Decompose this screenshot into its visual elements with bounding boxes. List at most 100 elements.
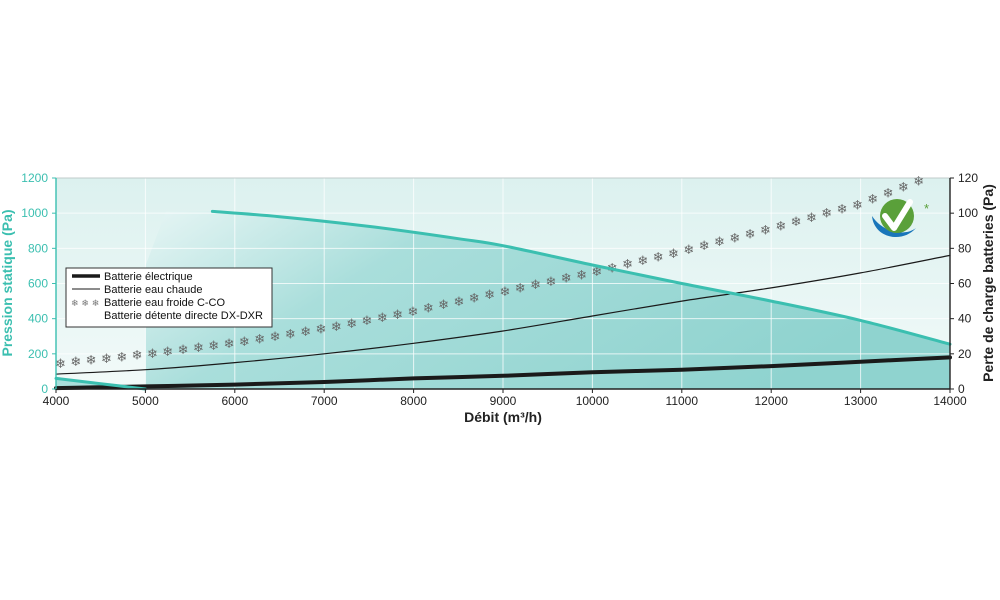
y-right-tick-label: 120 — [958, 171, 978, 185]
pressure-line-layer — [54, 209, 952, 391]
legend-label-eau-froide: Batterie eau froide C-CO — [104, 297, 225, 309]
y-left-tick-label: 0 — [41, 382, 48, 396]
snowflake-marker: ❄ — [591, 265, 602, 280]
pressure-curve — [210, 209, 952, 346]
snowflake-marker: ❄ — [852, 198, 863, 213]
y-right-tick-label: 40 — [958, 312, 972, 326]
snowflake-marker: ❄ — [101, 352, 112, 367]
legend-swatch-eau-froide: ❄ ❄ ❄ — [71, 299, 99, 309]
snowflake-marker: ❄ — [453, 295, 464, 310]
y-axis-right-label: Perte de charge batteries (Pa) — [980, 184, 996, 382]
y-left-tick-label: 1200 — [21, 171, 48, 185]
series-line-electrique — [54, 355, 952, 391]
y-left-tick-label: 800 — [28, 241, 48, 255]
y-right-tick-label: 0 — [958, 382, 965, 396]
legend-box — [65, 267, 273, 328]
series-layer: ❄ ❄ ❄ ❄ ❄ ❄ ❄ ❄ ❄ ❄ ❄ ❄ ❄ ❄ ❄ ❄ ❄ ❄ ❄ ❄ ❄ ❄ ❄ ❄ ❄ ❄ ❄ ❄ ❄ ❄ ❄ ❄ ❄ ❄ ❄ ❄ ❄ ❄ ❄ ❄… — [54, 175, 952, 391]
y-axis-left-label: Pression statique (Pa) — [0, 209, 15, 356]
snowflake-marker: ❄ — [806, 211, 817, 226]
snowflake-marker: ❄ — [745, 227, 756, 242]
snowflake-marker: ❄ — [270, 330, 281, 345]
x-tick-label: 7000 — [311, 394, 338, 408]
snowflake-marker: ❄ — [178, 343, 189, 358]
snowflake-marker: ❄ — [714, 235, 725, 250]
snowflake-marker: ❄ — [70, 355, 81, 370]
y-left-tick-label: 400 — [28, 312, 48, 326]
series-line-eau-chaude — [55, 254, 951, 375]
snowflake-marker: ❄ — [331, 320, 342, 335]
checkmark-leaf-icon: * — [872, 199, 929, 238]
snowflake-marker: ❄ — [499, 285, 510, 300]
snowflake-marker: ❄ — [362, 314, 373, 329]
snowflake-marker: ❄ — [729, 231, 740, 246]
snowflake-marker: ❄ — [622, 258, 633, 273]
logo-mark: * — [924, 201, 929, 216]
snowflake-marker: ❄ — [699, 239, 710, 254]
snowflake-marker: ❄ — [162, 345, 173, 360]
legend: Batterie électrique Batterie eau chaude … — [65, 267, 273, 328]
y-left-tick-label: 600 — [28, 277, 48, 291]
x-tick-label: 6000 — [221, 394, 248, 408]
x-tick-label: 14000 — [933, 394, 967, 408]
snowflake-marker: ❄ — [775, 219, 786, 234]
snowflake-marker: ❄ — [484, 288, 495, 303]
x-axis-label: Débit (m³/h) — [464, 409, 542, 425]
snowflake-marker: ❄ — [239, 335, 250, 350]
legend-label-eau-chaude: Batterie eau chaude — [104, 284, 202, 296]
y-right-tick-label: 100 — [958, 206, 978, 220]
snowflake-marker: ❄ — [408, 305, 419, 320]
snowflake-marker: ❄ — [469, 292, 480, 307]
snowflake-marker: ❄ — [760, 223, 771, 238]
snowflake-marker: ❄ — [254, 332, 265, 347]
snowflake-marker: ❄ — [208, 339, 219, 354]
x-tick-label: 11000 — [666, 394, 699, 408]
snowflake-marker: ❄ — [392, 308, 403, 323]
snowflake-marker: ❄ — [653, 250, 664, 265]
x-tick-label: 9000 — [490, 394, 517, 408]
snowflake-marker: ❄ — [821, 207, 832, 222]
y-left-tick-label: 1000 — [21, 206, 48, 220]
snowflake-marker: ❄ — [637, 254, 648, 269]
snowflake-marker: ❄ — [561, 272, 572, 287]
y-right-tick-label: 20 — [958, 347, 972, 361]
x-tick-label: 13000 — [844, 394, 878, 408]
legend-label-detente-directe: Batterie détente directe DX-DXR — [104, 310, 263, 322]
snowflake-marker: ❄ — [224, 337, 235, 352]
snowflake-marker: ❄ — [86, 354, 97, 369]
x-tick-label: 5000 — [132, 394, 159, 408]
snowflake-marker: ❄ — [791, 215, 802, 230]
y-right-tick-label: 80 — [958, 241, 972, 255]
snowflake-marker: ❄ — [438, 298, 449, 313]
snowflake-marker: ❄ — [867, 193, 878, 208]
snowflake-marker: ❄ — [668, 247, 679, 262]
snowflake-marker: ❄ — [515, 282, 526, 297]
snowflake-marker: ❄ — [898, 181, 909, 196]
snowflake-marker: ❄ — [837, 202, 848, 217]
snowflake-marker: ❄ — [913, 175, 924, 190]
snowflake-marker: ❄ — [683, 243, 694, 258]
snowflake-marker: ❄ — [545, 275, 556, 290]
snowflake-marker: ❄ — [883, 187, 894, 202]
snowflake-marker: ❄ — [285, 328, 296, 343]
pressure-area — [145, 211, 950, 389]
y-left-tick-label: 200 — [28, 347, 48, 361]
snowflake-marker: ❄ — [576, 268, 587, 283]
y-right-tick-label: 60 — [958, 277, 972, 291]
snowflake-marker: ❄ — [116, 350, 127, 365]
pressure-curve-low — [54, 376, 147, 391]
snowflake-marker: ❄ — [147, 347, 158, 362]
snowflake-marker: ❄ — [193, 341, 204, 356]
x-tick-label: 12000 — [755, 394, 789, 408]
snowflake-marker: ❄ — [346, 317, 357, 332]
snowflake-marker: ❄ — [377, 311, 388, 326]
snowflake-marker: ❄ — [132, 349, 143, 364]
legend-label-electrique: Batterie électrique — [104, 271, 193, 283]
x-tick-label: 8000 — [400, 394, 427, 408]
x-tick-label: 4000 — [43, 394, 70, 408]
snowflake-marker: ❄ — [423, 301, 434, 316]
x-tick-label: 10000 — [576, 394, 610, 408]
snowflake-marker: ❄ — [530, 278, 541, 293]
snowflake-marker: ❄ — [55, 357, 66, 372]
snowflake-marker: ❄ — [300, 325, 311, 340]
